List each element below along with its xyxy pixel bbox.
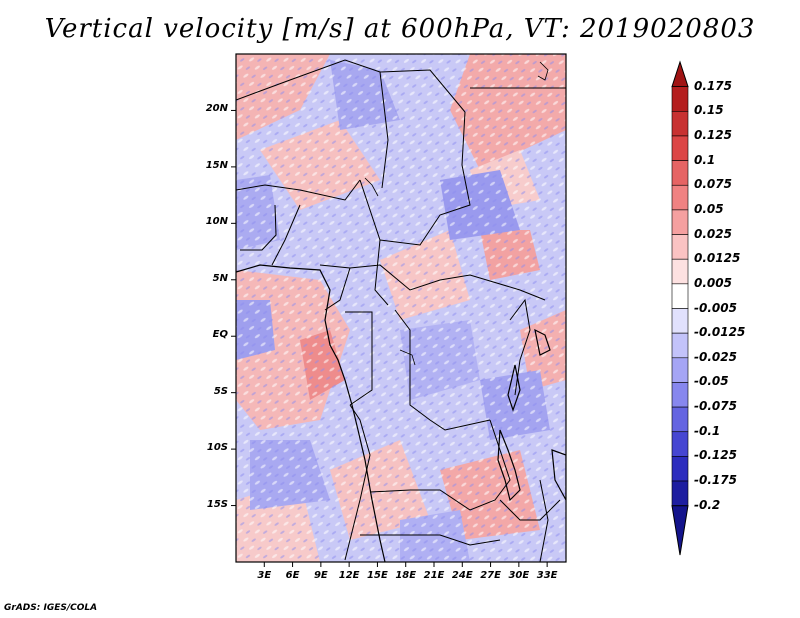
colorbar-label: -0.05 bbox=[694, 374, 729, 389]
colorbar-label: -0.025 bbox=[694, 349, 737, 364]
lat-tick-label: 15S bbox=[206, 498, 228, 510]
lat-tick-label: 5N bbox=[212, 272, 228, 284]
lon-tick-label: 12E bbox=[338, 570, 360, 581]
longitude-ticks bbox=[263, 562, 548, 567]
rivers-lakes bbox=[364, 61, 549, 366]
colorbar-label: 0.125 bbox=[694, 127, 732, 142]
colorbar-swatch bbox=[671, 160, 689, 186]
colorbar-swatch bbox=[671, 184, 689, 211]
colorbar-swatch bbox=[671, 382, 689, 408]
colorbar-label: 0.05 bbox=[694, 201, 724, 216]
colorbar-label: 0.1 bbox=[694, 152, 716, 167]
colorbar-swatch bbox=[671, 431, 689, 457]
colorbar-label: 0.025 bbox=[694, 226, 732, 241]
colorbar-swatch bbox=[671, 456, 689, 482]
colorbar-label: -0.075 bbox=[694, 399, 737, 414]
lon-tick-label: 21E bbox=[423, 570, 445, 581]
colorbar-label: 0.0125 bbox=[694, 251, 741, 266]
lat-tick-label: 10N bbox=[205, 216, 228, 228]
colorbar-bottom-arrow bbox=[671, 505, 689, 556]
lon-tick-label: 3E bbox=[257, 570, 272, 581]
colorbar-top-arrow bbox=[671, 60, 689, 88]
colorbar-label: -0.1 bbox=[694, 423, 721, 438]
lat-tick-label: 15N bbox=[205, 159, 228, 171]
colorbar-swatch bbox=[671, 357, 689, 383]
coastline bbox=[236, 264, 566, 562]
country-borders bbox=[236, 59, 566, 562]
colorbar-label: -0.0125 bbox=[694, 325, 746, 340]
colorbar-swatch bbox=[671, 135, 689, 161]
lon-tick-label: 15E bbox=[367, 570, 388, 581]
colorbar-swatch bbox=[671, 308, 689, 334]
colorbar-label: 0.175 bbox=[694, 78, 732, 93]
colorbar-swatch bbox=[671, 111, 689, 137]
lon-tick-label: 9E bbox=[313, 570, 328, 581]
colorbar-label: -0.125 bbox=[694, 448, 737, 463]
lon-tick-label: 27E bbox=[480, 570, 501, 581]
chart-title: Vertical velocity [m/s] at 600hPa, VT: 2… bbox=[44, 14, 756, 44]
colorbar-label: -0.175 bbox=[694, 473, 737, 488]
colorbar-swatch bbox=[671, 406, 689, 433]
colorbar bbox=[671, 60, 689, 556]
colorbar-label: -0.005 bbox=[694, 300, 737, 315]
colorbar-swatch bbox=[671, 332, 689, 359]
colorbar-label: 0.005 bbox=[694, 275, 732, 290]
colorbar-swatch bbox=[671, 209, 689, 235]
colorbar-label: -0.2 bbox=[694, 497, 721, 512]
lat-tick-label: 5S bbox=[213, 385, 228, 397]
colorbar-swatch bbox=[671, 480, 689, 506]
lon-tick-label: 6E bbox=[285, 570, 300, 581]
colorbar-swatch bbox=[671, 258, 689, 285]
colorbar-label: 0.15 bbox=[694, 103, 724, 118]
lon-tick-label: 18E bbox=[395, 570, 417, 581]
velocity-field bbox=[236, 54, 566, 562]
lat-tick-label: 20N bbox=[205, 103, 228, 115]
grads-credit: GrADS: IGES/COLA bbox=[4, 603, 98, 613]
colorbar-swatch bbox=[671, 86, 689, 112]
lat-tick-label: 10S bbox=[206, 442, 228, 454]
lon-tick-label: 24E bbox=[451, 570, 473, 581]
colorbar-swatch bbox=[671, 234, 689, 260]
latitude-ticks bbox=[231, 109, 236, 507]
colorbar-label: 0.075 bbox=[694, 177, 732, 192]
lat-tick-label: EQ bbox=[212, 329, 228, 341]
colorbar-swatch bbox=[671, 283, 689, 309]
map-frame bbox=[235, 53, 567, 563]
lon-tick-label: 30E bbox=[508, 570, 530, 581]
lon-tick-label: 33E bbox=[536, 570, 558, 581]
